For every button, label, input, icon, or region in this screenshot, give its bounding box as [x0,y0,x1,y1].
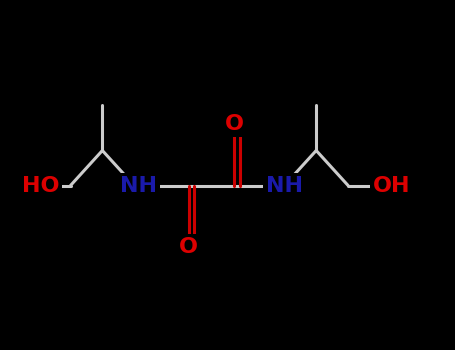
Text: HO: HO [22,175,60,196]
Text: OH: OH [373,175,410,196]
Text: NH: NH [266,175,303,196]
Text: NH: NH [120,175,157,196]
Text: O: O [225,114,244,134]
Text: O: O [179,237,198,257]
